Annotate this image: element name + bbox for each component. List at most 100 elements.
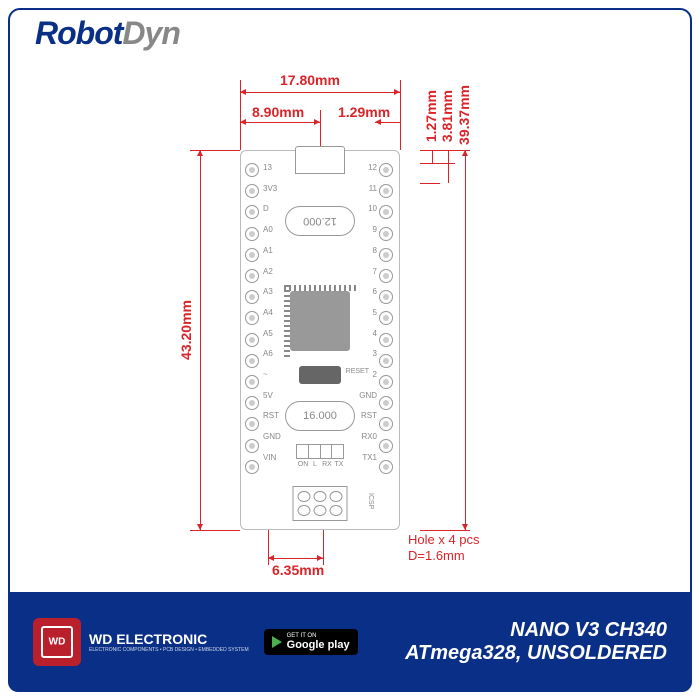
led xyxy=(321,445,333,458)
play-icon xyxy=(272,636,282,648)
pin-label: 6 xyxy=(373,287,377,296)
pin-hole xyxy=(379,248,393,262)
icsp-header xyxy=(293,486,348,521)
ext-line xyxy=(320,110,321,150)
pin-label: RX0 xyxy=(361,432,377,441)
pin-label: 5 xyxy=(373,308,377,317)
pin-hole xyxy=(245,269,259,283)
pin-hole xyxy=(245,290,259,304)
pin-label: RST xyxy=(263,411,279,420)
arrow-icon xyxy=(240,119,246,125)
pin-label: GND xyxy=(263,432,281,441)
pin-hole xyxy=(245,248,259,262)
brand-logo: RobotDyn xyxy=(35,15,180,52)
brand-part1: Robot xyxy=(35,15,122,51)
dim-r3: 39.37mm xyxy=(456,85,472,145)
pin-hole xyxy=(379,460,393,474)
led-label: ON xyxy=(297,461,309,468)
google-play-badge[interactable]: GET IT ONGoogle play xyxy=(264,629,358,656)
pin-label: ~ xyxy=(263,370,268,379)
ext-line xyxy=(400,80,401,150)
ext-line xyxy=(420,163,455,164)
pin-hole xyxy=(379,290,393,304)
pin-label: D xyxy=(263,204,269,213)
pin-label: 4 xyxy=(373,329,377,338)
pin-label: A0 xyxy=(263,225,273,234)
pin-hole xyxy=(245,205,259,219)
pin-label: 7 xyxy=(373,267,377,276)
dim-r1: 1.27mm xyxy=(423,90,439,142)
dim-line xyxy=(200,150,201,530)
wd-name: WD ELECTRONIC xyxy=(89,631,249,647)
pin-hole xyxy=(245,184,259,198)
ext-line xyxy=(420,183,440,184)
icsp-label: ICSP xyxy=(367,493,374,509)
dim-half: 8.90mm xyxy=(252,104,304,120)
pin-row-right xyxy=(379,163,395,474)
arrow-icon xyxy=(462,150,468,156)
dim-height: 43.20mm xyxy=(178,300,194,360)
pin-hole xyxy=(379,375,393,389)
ext-line xyxy=(268,530,269,565)
pin-label: 2 xyxy=(373,370,377,379)
pcb-outline: 12.000 RESET 16.000 ICSP ONLRXTX 133V3DA… xyxy=(240,150,400,530)
pin-hole xyxy=(245,396,259,410)
pin-hole xyxy=(245,311,259,325)
product-title: NANO V3 CH340 ATmega328, UNSOLDERED xyxy=(405,619,667,665)
pin-label: 12 xyxy=(368,163,377,172)
pin-label: 9 xyxy=(373,225,377,234)
pin-hole xyxy=(245,163,259,177)
icsp-pin xyxy=(314,491,327,502)
reset-label: RESET xyxy=(346,368,369,375)
led xyxy=(309,445,321,458)
crystal-bot: 16.000 xyxy=(285,401,355,431)
title-line2: ATmega328, UNSOLDERED xyxy=(405,642,667,665)
dim-line xyxy=(448,150,449,183)
dim-r2: 3.81mm xyxy=(439,90,455,142)
mcu-chip xyxy=(290,291,350,351)
pin-hole xyxy=(245,375,259,389)
brand-part2: Dyn xyxy=(122,15,179,51)
pin-hole xyxy=(245,439,259,453)
gplay-top: GET IT ON xyxy=(287,633,317,639)
pin-label: A1 xyxy=(263,246,273,255)
pin-label: 3V3 xyxy=(263,184,277,193)
ext-line xyxy=(323,530,324,565)
pin-label: 13 xyxy=(263,163,272,172)
pin-label: 5V xyxy=(263,391,273,400)
footer-bar: WD ELECTRONIC ELECTRONIC COMPONENTS • PC… xyxy=(8,592,692,692)
arrow-icon xyxy=(375,119,381,125)
pin-hole xyxy=(245,227,259,241)
dim-line xyxy=(240,92,400,93)
usb-connector xyxy=(295,146,345,174)
pin-label: A5 xyxy=(263,329,273,338)
pin-label: 11 xyxy=(369,184,377,193)
led-label: TX xyxy=(333,461,345,468)
pin-hole xyxy=(379,205,393,219)
pin-hole xyxy=(379,354,393,368)
icsp-pin xyxy=(330,505,343,516)
pin-hole xyxy=(379,184,393,198)
pin-label: TX1 xyxy=(362,453,377,462)
pin-hole xyxy=(379,439,393,453)
pin-label: GND xyxy=(359,391,377,400)
pin-label: 10 xyxy=(368,204,377,213)
dim-line xyxy=(432,150,433,163)
arrow-icon xyxy=(462,524,468,530)
hole-note-1: Hole x 4 pcs xyxy=(408,532,480,547)
dim-gap: 1.29mm xyxy=(338,104,390,120)
pin-row-left xyxy=(245,163,261,474)
pin-hole xyxy=(379,396,393,410)
pin-label: A3 xyxy=(263,287,273,296)
dim-line xyxy=(465,150,466,530)
wd-logo: WD ELECTRONIC ELECTRONIC COMPONENTS • PC… xyxy=(33,618,249,666)
led-row xyxy=(296,444,344,459)
led-label: L xyxy=(309,461,321,468)
gplay-main: Google play xyxy=(287,639,350,651)
icsp-pin xyxy=(330,491,343,502)
pin-label: A4 xyxy=(263,308,273,317)
ext-line xyxy=(190,530,240,531)
pin-label: VIN xyxy=(263,453,276,462)
pin-hole xyxy=(379,333,393,347)
led-label: RX xyxy=(321,461,333,468)
